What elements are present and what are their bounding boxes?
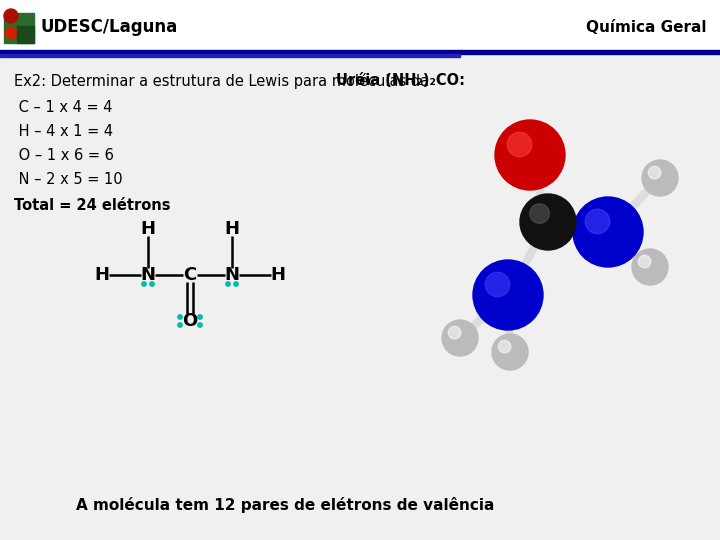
Circle shape [442,320,478,356]
Circle shape [492,334,528,370]
Circle shape [150,282,154,286]
Circle shape [449,326,461,339]
Text: N – 2 x 5 = 10: N – 2 x 5 = 10 [14,172,122,187]
Circle shape [5,27,17,39]
Circle shape [495,120,565,190]
Text: H – 4 x 1 = 4: H – 4 x 1 = 4 [14,124,113,139]
Text: H: H [225,220,240,238]
Text: Química Geral: Química Geral [585,19,706,35]
Bar [17,26,34,43]
Text: N: N [225,266,240,284]
Text: O – 1 x 6 = 6: O – 1 x 6 = 6 [14,148,114,163]
Circle shape [642,160,678,196]
Circle shape [198,323,202,327]
Text: H: H [271,266,286,284]
Circle shape [226,282,230,286]
Text: C: C [184,266,197,284]
Text: O: O [182,312,197,330]
Circle shape [632,249,668,285]
Text: H: H [94,266,109,284]
Bar [0,54,460,57]
Text: Ex2: Determinar a estrutura de Lewis para moléculas da: Ex2: Determinar a estrutura de Lewis par… [14,73,433,89]
Text: A molécula tem 12 pares de elétrons de valência: A molécula tem 12 pares de elétrons de v… [76,497,494,513]
Text: C – 1 x 4 = 4: C – 1 x 4 = 4 [14,100,112,115]
Circle shape [178,315,182,319]
Circle shape [473,260,543,330]
Circle shape [178,323,182,327]
Text: H: H [140,220,156,238]
Text: Total = 24 elétrons: Total = 24 elétrons [14,198,171,213]
Circle shape [648,166,661,179]
Circle shape [508,132,532,157]
Circle shape [4,9,18,23]
Circle shape [585,209,610,234]
Circle shape [639,255,651,268]
Circle shape [520,194,576,250]
Text: N: N [140,266,156,284]
Circle shape [498,340,511,353]
Bar [0,50,720,54]
Circle shape [573,197,643,267]
Text: UDESC/Laguna: UDESC/Laguna [40,18,177,36]
Text: Uréia (NH₂)₂CO:: Uréia (NH₂)₂CO: [336,73,464,88]
Bar [4,13,34,43]
Circle shape [485,272,510,297]
Circle shape [530,204,549,224]
Bar [0,0,720,53]
Circle shape [198,315,202,319]
Circle shape [234,282,238,286]
Circle shape [142,282,146,286]
